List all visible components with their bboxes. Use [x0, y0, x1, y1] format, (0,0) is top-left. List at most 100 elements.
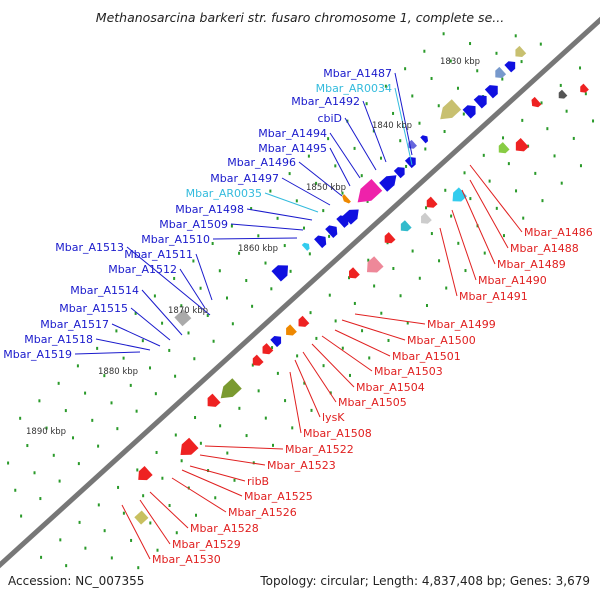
gene-a1510-shape [404, 157, 416, 169]
gene-a1490-shape [580, 83, 589, 93]
tick-dot [501, 77, 504, 81]
leader-line [126, 246, 211, 316]
gene-a1499 [515, 138, 529, 152]
gene-a1510 [404, 157, 416, 169]
tick-dot [443, 130, 446, 134]
feature-box-upper-left-shape [174, 309, 192, 327]
tick-dot [411, 249, 414, 253]
leader-line [302, 351, 337, 403]
tick-dot [39, 497, 42, 501]
tick-dot [302, 226, 305, 230]
tick-dot [45, 426, 48, 430]
gene-a1491-shape [558, 89, 568, 99]
leader-line [394, 72, 413, 156]
gene-a1490 [580, 83, 589, 93]
tick-dot [341, 346, 344, 350]
gene-a1496-shape [357, 178, 383, 203]
gene-a1525 [262, 343, 274, 355]
gene-label-lower: Mbar_A1500 [407, 334, 476, 347]
tick-dot [495, 51, 498, 55]
tick-dot [456, 86, 459, 90]
tick-dot [380, 311, 383, 315]
leader-line [199, 454, 266, 466]
tick-dot [174, 433, 177, 437]
tick-dot [57, 381, 60, 385]
tick-dot [214, 496, 217, 500]
tick-dot [245, 279, 248, 283]
gene-label-lower: Mbar_A1504 [356, 381, 425, 394]
gene-lysk-shape [384, 232, 396, 244]
gene-label-upper: Mbar_A1514 [70, 284, 139, 297]
tick-dot [14, 488, 17, 492]
tick-dot [514, 34, 517, 38]
tick-dot [130, 538, 133, 542]
tick-dot [117, 485, 120, 489]
tick-dot [7, 461, 10, 465]
gene-a1499-shape [515, 138, 529, 152]
tick-dot [72, 436, 75, 440]
tick-dot [541, 199, 544, 203]
tick-dot [218, 269, 221, 273]
tick-dot [264, 416, 267, 420]
leader-line [321, 335, 373, 372]
tick-dot [250, 207, 253, 211]
gene-a1508 [367, 256, 384, 273]
tick-dot [476, 69, 479, 73]
tick-dot [592, 119, 595, 123]
tick-dot [424, 147, 427, 151]
tick-dot [295, 199, 298, 203]
leader-line [189, 465, 246, 482]
gene-label-upper: cbiD [317, 112, 342, 125]
feature-box-upper-left [174, 309, 192, 327]
gene-label-lower: Mbar_A1488 [510, 242, 579, 255]
tick-dot [361, 329, 364, 333]
tick-dot [59, 538, 62, 542]
rna-ar0034-shape [301, 242, 310, 251]
tick-dot [379, 156, 382, 160]
kbp-marker: 1870 kbp [168, 306, 208, 316]
tick-dot [572, 136, 575, 140]
leader-line [329, 132, 361, 179]
accession-text: Accession: NC_007355 [8, 574, 145, 588]
tick-dot [430, 232, 433, 236]
gene-lysk [384, 232, 396, 244]
tick-dot [404, 67, 407, 71]
tick-dot [366, 199, 369, 203]
feature-box-left-shape [134, 510, 149, 525]
leader-line [264, 192, 319, 213]
gene-a1508-shape [367, 256, 384, 273]
tick-dot [226, 451, 229, 455]
gene-label-upper: Mbar_A1513 [55, 241, 124, 254]
gene-a1522 [298, 315, 310, 327]
tick-dot [334, 319, 337, 323]
gene-a1522-shape [298, 315, 310, 327]
leader-line [130, 307, 171, 341]
tick-dot [507, 162, 510, 166]
tick-dot [444, 188, 447, 192]
gene-label-lower: Mbar_A1529 [172, 538, 241, 551]
kbp-marker: 1860 kbp [238, 244, 278, 254]
leader-line [461, 189, 496, 265]
tick-dot [328, 234, 331, 238]
kbp-marker: 1840 kbp [372, 121, 412, 131]
gene-a1528 [220, 378, 242, 399]
tick-dot [565, 109, 568, 113]
tick-dot [522, 216, 525, 220]
chromosome-backbone-layer [0, 16, 600, 569]
tick-dot [406, 321, 409, 325]
tick-dot [276, 371, 279, 375]
tick-dot [137, 566, 140, 570]
gene-a1497-shape [342, 194, 351, 204]
tick-dot [154, 392, 157, 396]
gene-a1509 [393, 167, 405, 179]
leader-line [74, 351, 141, 355]
gene-a1529 [207, 393, 221, 407]
tick-dot [168, 348, 171, 352]
tick-dot [33, 471, 36, 475]
gene-features-layer [134, 45, 589, 525]
tick-dot [19, 416, 22, 420]
tick-dot [153, 294, 156, 298]
tick-dot [129, 383, 132, 387]
